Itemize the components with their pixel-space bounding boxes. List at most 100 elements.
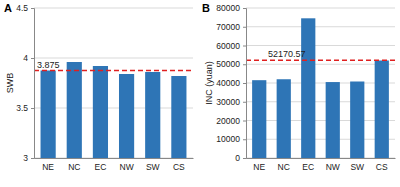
bar — [252, 80, 266, 158]
tick-label: CS — [376, 162, 388, 172]
tick: 3 — [23, 153, 34, 163]
reference-label: 52170.57 — [268, 49, 306, 59]
grid-line — [246, 26, 395, 27]
tick: SW — [146, 158, 160, 172]
tick: 4 — [23, 53, 34, 63]
tick-label: EC — [95, 162, 107, 172]
grid-line — [246, 83, 395, 84]
grid-line — [34, 158, 193, 159]
tick-mark — [243, 121, 246, 122]
tick-mark — [243, 102, 246, 103]
grid-line — [246, 158, 395, 159]
grid-line — [246, 45, 395, 46]
tick: 40000 — [216, 78, 246, 88]
grid-line — [34, 8, 193, 9]
tick: 4.5 — [16, 3, 34, 13]
tick-mark — [243, 158, 246, 159]
tick-label: SW — [350, 162, 364, 172]
tick-label: 30000 — [216, 97, 240, 107]
bar — [119, 74, 134, 158]
axis-line — [243, 9, 247, 159]
tick: NW — [326, 158, 340, 172]
tick-mark — [243, 139, 246, 140]
x-axis: NE NC EC NW SW CS — [35, 158, 194, 172]
tick-mark — [31, 8, 34, 9]
grid-line — [34, 58, 193, 59]
tick: 70000 — [216, 22, 246, 32]
tick: 60000 — [216, 41, 246, 51]
tick-mark — [243, 27, 246, 28]
tick: 50000 — [216, 59, 246, 69]
tick-mark — [243, 83, 246, 84]
tick: NW — [119, 158, 133, 172]
bar — [301, 18, 315, 158]
panel: 3 3.5 4 4.5 NE NC EC NW SW CS 3.875 A SWB — [4, 2, 194, 172]
tick-label: 3.5 — [16, 103, 28, 113]
tick-label: 70000 — [216, 22, 240, 32]
bar — [41, 71, 56, 159]
axis-title: INC (yuan) — [204, 61, 214, 105]
figure: 33.544.5NENCECNWSWCS3.875ASWB01000020000… — [0, 0, 400, 187]
bar — [67, 62, 82, 158]
tick-label: 4 — [23, 53, 28, 63]
tick: 30000 — [216, 97, 246, 107]
tick-mark — [31, 158, 34, 159]
grid-line — [246, 8, 395, 9]
tick: EC — [302, 158, 314, 172]
tick: CS — [173, 158, 185, 172]
tick-label: NW — [326, 162, 340, 172]
tick: EC — [95, 158, 107, 172]
tick-mark — [243, 64, 246, 65]
panel-title: B — [202, 2, 210, 14]
bar — [145, 72, 160, 158]
tick-label: 10000 — [216, 134, 240, 144]
tick-label: 60000 — [216, 41, 240, 51]
reference-line — [246, 59, 395, 61]
reference-line — [34, 70, 193, 72]
tick-label: NW — [119, 162, 133, 172]
tick: SW — [350, 158, 364, 172]
tick: 0 — [235, 153, 246, 163]
tick: 80000 — [216, 3, 246, 13]
tick-label: 50000 — [216, 59, 240, 69]
tick-label: SW — [146, 162, 160, 172]
tick: CS — [376, 158, 388, 172]
bar — [277, 79, 291, 158]
panel-title: A — [4, 2, 12, 14]
tick-label: 20000 — [216, 116, 240, 126]
x-axis: NE NC EC NW SW CS — [247, 158, 396, 172]
reference-label: 3.875 — [37, 60, 60, 70]
grid-line — [246, 64, 395, 65]
tick-label: 40000 — [216, 78, 240, 88]
tick-label: NE — [42, 162, 54, 172]
grid — [34, 8, 193, 158]
tick: NC — [278, 158, 290, 172]
tick-label: NE — [253, 162, 265, 172]
tick: 20000 — [216, 116, 246, 126]
tick-label: 80000 — [216, 3, 240, 13]
tick-label: 4.5 — [16, 3, 28, 13]
bar — [350, 82, 364, 159]
tick-mark — [31, 108, 34, 109]
axis-line — [247, 158, 396, 159]
axis-line — [31, 9, 35, 159]
grid-line — [246, 101, 395, 102]
tick-mark — [31, 58, 34, 59]
grid-line — [34, 108, 193, 109]
y-axis: 3 3.5 4 4.5 — [16, 3, 34, 163]
bar — [326, 82, 340, 158]
axis-title: SWB — [5, 73, 15, 94]
tick-mark — [243, 8, 246, 9]
panel: 0 10000 20000 30000 40000 50000 60000 70000 8000… — [202, 2, 396, 172]
tick-label: EC — [302, 162, 314, 172]
tick-mark — [243, 46, 246, 47]
tick-label: NC — [278, 162, 290, 172]
plot-area — [246, 18, 395, 158]
grid — [246, 8, 395, 158]
tick: NE — [42, 158, 54, 172]
tick: NC — [68, 158, 80, 172]
axis-line — [35, 158, 194, 159]
tick-label: NC — [68, 162, 80, 172]
tick: 10000 — [216, 134, 246, 144]
bar — [93, 66, 108, 158]
